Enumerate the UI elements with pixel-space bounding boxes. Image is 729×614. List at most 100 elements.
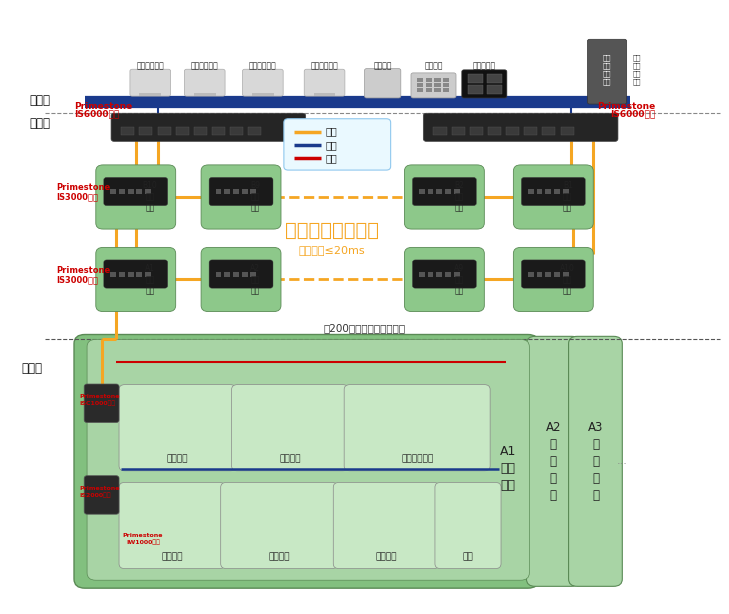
Bar xyxy=(434,88,441,92)
FancyBboxPatch shape xyxy=(201,165,281,229)
Text: 光纤: 光纤 xyxy=(326,126,338,136)
Bar xyxy=(506,127,519,135)
Bar xyxy=(110,272,116,277)
Bar xyxy=(119,272,125,277)
Bar xyxy=(554,190,560,195)
Text: ISC1000系列: ISC1000系列 xyxy=(79,401,116,406)
FancyBboxPatch shape xyxy=(413,260,476,288)
Bar xyxy=(242,272,248,277)
FancyBboxPatch shape xyxy=(104,260,168,288)
Bar xyxy=(233,272,239,277)
Text: Primestone: Primestone xyxy=(79,486,120,491)
FancyBboxPatch shape xyxy=(243,69,283,96)
FancyBboxPatch shape xyxy=(526,336,580,586)
Text: A1
防火
分区: A1 防火 分区 xyxy=(145,264,155,295)
Text: 管线监测: 管线监测 xyxy=(279,454,301,463)
Text: Primestone
IW1000系列: Primestone IW1000系列 xyxy=(122,534,163,545)
Bar xyxy=(545,272,551,277)
Bar xyxy=(563,272,569,277)
Bar xyxy=(426,79,432,82)
Text: ...: ... xyxy=(617,456,628,467)
Text: 坐席电话: 坐席电话 xyxy=(373,61,392,70)
Bar xyxy=(468,74,483,83)
Text: B1
防火
分区: B1 防火 分区 xyxy=(563,181,573,212)
Text: IS3000系列: IS3000系列 xyxy=(56,192,98,201)
Text: A3
防
火
分
区: A3 防 火 分 区 xyxy=(588,421,603,502)
FancyBboxPatch shape xyxy=(209,177,273,206)
Bar xyxy=(487,85,502,94)
Bar xyxy=(176,127,189,135)
Bar xyxy=(452,127,464,135)
Text: IS6000系列: IS6000系列 xyxy=(74,109,120,119)
Bar xyxy=(437,190,443,195)
Bar xyxy=(225,190,230,195)
FancyBboxPatch shape xyxy=(232,384,348,471)
Bar xyxy=(119,190,125,195)
Bar xyxy=(426,84,432,87)
Bar xyxy=(136,272,142,277)
Bar xyxy=(454,272,460,277)
Text: A9
防火
分区: A9 防火 分区 xyxy=(453,264,464,295)
FancyBboxPatch shape xyxy=(413,177,476,206)
Bar xyxy=(542,127,555,135)
Text: Primestone: Primestone xyxy=(597,102,655,111)
Text: Primestone: Primestone xyxy=(56,184,110,192)
FancyBboxPatch shape xyxy=(521,260,585,288)
Text: 视频监控墙: 视频监控墙 xyxy=(473,61,496,70)
Text: 视频监控主机: 视频监控主机 xyxy=(311,61,338,70)
Text: IS2000系列: IS2000系列 xyxy=(79,492,112,498)
Bar xyxy=(121,127,134,135)
Text: A2
防
火
分
区: A2 防 火 分 区 xyxy=(545,421,561,502)
FancyBboxPatch shape xyxy=(435,483,501,569)
FancyBboxPatch shape xyxy=(104,177,168,206)
Bar xyxy=(252,93,273,96)
Bar xyxy=(136,190,142,195)
FancyBboxPatch shape xyxy=(333,483,440,569)
Bar xyxy=(434,84,441,87)
Text: A1
防火
分区: A1 防火 分区 xyxy=(500,446,516,492)
Bar xyxy=(216,190,222,195)
FancyBboxPatch shape xyxy=(95,165,176,229)
Text: B10
防火
分区: B10 防火 分区 xyxy=(143,181,157,212)
Text: 环境监测主机: 环境监测主机 xyxy=(136,61,164,70)
FancyBboxPatch shape xyxy=(364,69,401,98)
FancyBboxPatch shape xyxy=(111,113,305,141)
Bar xyxy=(194,127,207,135)
Bar xyxy=(251,272,257,277)
Bar xyxy=(437,272,443,277)
FancyBboxPatch shape xyxy=(87,340,529,580)
Text: 视频监控: 视频监控 xyxy=(268,552,290,561)
FancyBboxPatch shape xyxy=(119,384,236,471)
Bar xyxy=(561,127,574,135)
Text: Primestone: Primestone xyxy=(74,102,132,111)
FancyBboxPatch shape xyxy=(461,70,507,98)
Text: 智能运检: 智能运检 xyxy=(161,552,183,561)
Bar xyxy=(454,190,460,195)
Bar xyxy=(242,190,248,195)
Bar xyxy=(419,272,425,277)
FancyBboxPatch shape xyxy=(513,247,593,311)
Text: A2
防火
分区: A2 防火 分区 xyxy=(251,264,260,295)
Text: 千兆光纤以太环网: 千兆光纤以太环网 xyxy=(285,221,379,240)
FancyBboxPatch shape xyxy=(284,119,391,170)
Bar xyxy=(194,93,216,96)
Bar xyxy=(233,190,239,195)
Text: Primestone: Primestone xyxy=(56,266,110,275)
Bar xyxy=(417,84,424,87)
Text: 每200米设置一个功能分区: 每200米设置一个功能分区 xyxy=(324,324,405,333)
Bar xyxy=(157,127,171,135)
Text: 网线: 网线 xyxy=(326,140,338,150)
Bar xyxy=(445,190,451,195)
Text: 人员管理主机: 人员管理主机 xyxy=(191,61,219,70)
FancyBboxPatch shape xyxy=(95,247,176,311)
Text: 总线: 总线 xyxy=(326,154,338,163)
Bar xyxy=(443,84,450,87)
FancyBboxPatch shape xyxy=(221,483,338,569)
FancyBboxPatch shape xyxy=(201,247,281,311)
FancyBboxPatch shape xyxy=(411,73,456,98)
Bar xyxy=(212,127,225,135)
Bar xyxy=(216,272,222,277)
Bar xyxy=(428,190,434,195)
FancyBboxPatch shape xyxy=(521,177,585,206)
FancyBboxPatch shape xyxy=(304,69,345,96)
